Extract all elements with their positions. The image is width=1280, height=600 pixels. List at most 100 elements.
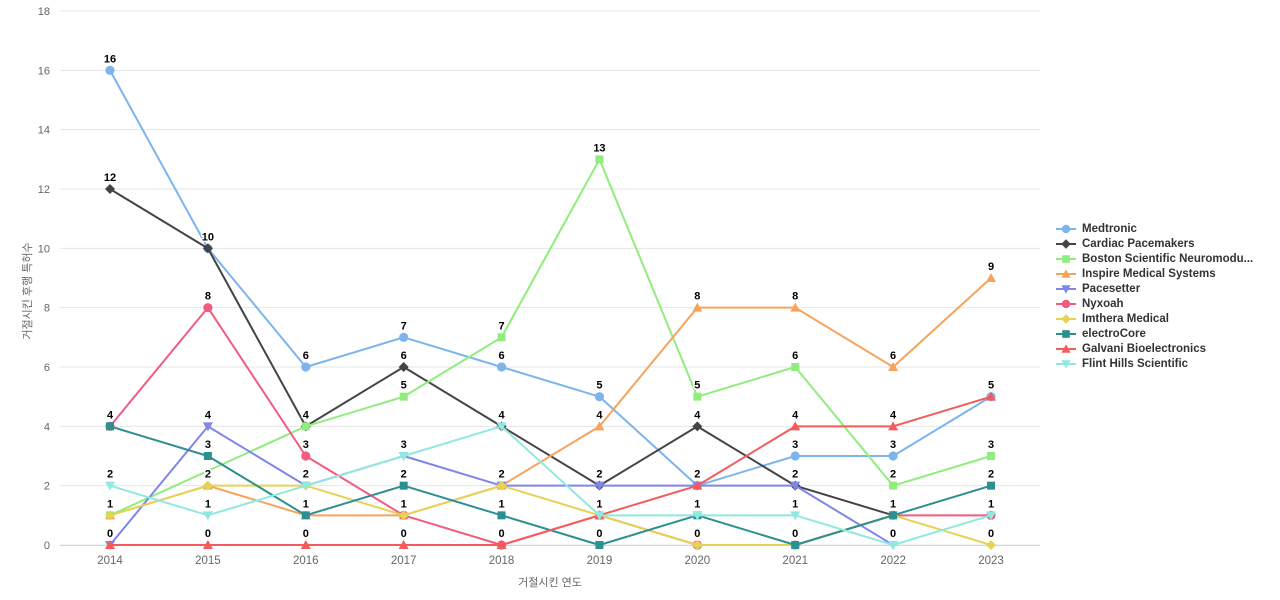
series-point-imthera-medical [202,480,213,491]
legend-marker-icon [1056,359,1076,369]
data-label: 4 [694,409,701,421]
x-tick-label: 2020 [685,555,711,567]
data-label: 0 [401,528,407,540]
legend-item-pacesetter[interactable]: Pacesetter [1056,281,1253,296]
data-label: 6 [401,350,407,362]
data-label: 2 [303,469,309,481]
series-point-medtronic [790,451,800,461]
legend-marker-icon [1056,238,1076,249]
data-label: 1 [596,498,602,510]
data-label: 1 [107,498,113,510]
series-point-boston-scientific-neuromodu [497,333,506,342]
series-point-flint-hills-scientific [594,511,605,521]
data-label: 2 [498,469,504,481]
series-point-galvani-bioelectronics [986,391,996,401]
data-label: 2 [890,469,896,481]
data-label: 0 [498,528,504,540]
series-point-medtronic [105,65,115,75]
x-tick-label: 2022 [880,555,906,567]
legend-item-label: Pacesetter [1082,282,1141,295]
x-tick-label: 2014 [97,555,123,567]
x-tick-label: 2019 [587,555,613,567]
series-point-boston-scientific-neuromodu [987,452,995,460]
y-tick-label: 4 [44,421,50,433]
data-label: 4 [107,409,114,421]
series-point-galvani-bioelectronics [496,540,507,549]
y-axis-title: 거절시킨 후행 특허수 [22,242,34,340]
legend-marker-icon [1056,343,1076,353]
series-line-flint-hills-scientific [109,425,992,546]
series-point-galvani-bioelectronics [105,540,115,549]
legend-item-label: Galvani Bioelectronics [1082,342,1206,355]
series-point-galvani-bioelectronics [300,540,311,549]
data-label: 4 [303,409,310,421]
series-point-boston-scientific-neuromodu [399,392,408,401]
data-label: 5 [988,380,994,392]
data-label: 7 [401,320,407,332]
data-label: 2 [596,469,602,481]
legend-item-electrocore[interactable]: electroCore [1056,326,1253,341]
legend-item-flint-hills-scientific[interactable]: Flint Hills Scientific [1056,356,1253,371]
legend-item-label: Medtronic [1082,222,1137,235]
data-label: 4 [890,409,897,421]
data-label: 4 [596,409,603,421]
series-point-nyxoah [203,303,213,313]
y-tick-label: 16 [38,65,50,77]
series-point-imthera-medical [496,480,507,491]
data-label: 0 [890,528,896,540]
series-point-cardiac-pacemakers [398,362,409,372]
legend-item-imthera-medical[interactable]: Imthera Medical [1056,311,1253,326]
series-line-imthera-medical [109,484,992,546]
series-point-pacesetter [790,481,801,491]
data-label: 1 [401,498,407,510]
legend-item-galvani-bioelectronics[interactable]: Galvani Bioelectronics [1056,341,1253,356]
series-point-boston-scientific-neuromodu [595,155,604,164]
data-label: 3 [401,439,407,451]
legend-item-cardiac-pacemakers[interactable]: Cardiac Pacemakers [1056,236,1253,251]
series-point-nyxoah [301,451,311,461]
legend-item-medtronic[interactable]: Medtronic [1056,221,1253,236]
legend-marker-icon [1056,284,1076,294]
series-point-flint-hills-scientific [105,481,115,491]
legend-item-inspire-medical-systems[interactable]: Inspire Medical Systems [1056,266,1253,281]
legend-item-boston-scientific-neuromodu[interactable]: Boston Scientific Neuromodu... [1056,251,1253,266]
series-point-imthera-medical [986,540,996,550]
legend-item-nyxoah[interactable]: Nyxoah [1056,296,1253,311]
series-point-electrocore [595,541,604,549]
series-point-electrocore [301,511,310,520]
x-axis-title: 거절시킨 연도 [518,577,582,589]
data-label: 1 [890,498,896,510]
data-label: 4 [792,409,799,421]
legend-marker-icon [1056,224,1076,233]
data-label: 0 [107,528,113,540]
y-tick-label: 18 [38,6,50,18]
y-tick-label: 10 [38,243,50,255]
data-label: 8 [205,291,211,303]
data-label: 1 [205,498,211,510]
legend-item-label: Cardiac Pacemakers [1082,237,1195,250]
series-line-medtronic [109,69,992,487]
data-label: 0 [205,528,211,540]
series-point-medtronic [399,332,409,342]
x-tick-label: 2017 [391,555,417,567]
data-label: 1 [988,498,994,510]
data-label: 0 [988,528,994,540]
series-point-imthera-medical [105,510,115,521]
data-label: 3 [205,439,211,451]
data-label: 1 [498,498,504,510]
data-label: 5 [401,380,407,392]
data-label: 3 [303,439,309,451]
data-label: 2 [694,469,700,481]
legend-item-label: Boston Scientific Neuromodu... [1082,252,1254,265]
series-point-imthera-medical [692,540,703,550]
data-label: 1 [792,498,798,510]
x-tick-label: 2016 [293,555,319,567]
series-point-galvani-bioelectronics [790,421,801,431]
series-point-flint-hills-scientific [202,511,213,521]
legend-marker-icon [1056,329,1076,338]
legend-item-label: Imthera Medical [1082,312,1169,325]
data-label: 2 [205,469,211,481]
data-label: 0 [694,528,700,540]
